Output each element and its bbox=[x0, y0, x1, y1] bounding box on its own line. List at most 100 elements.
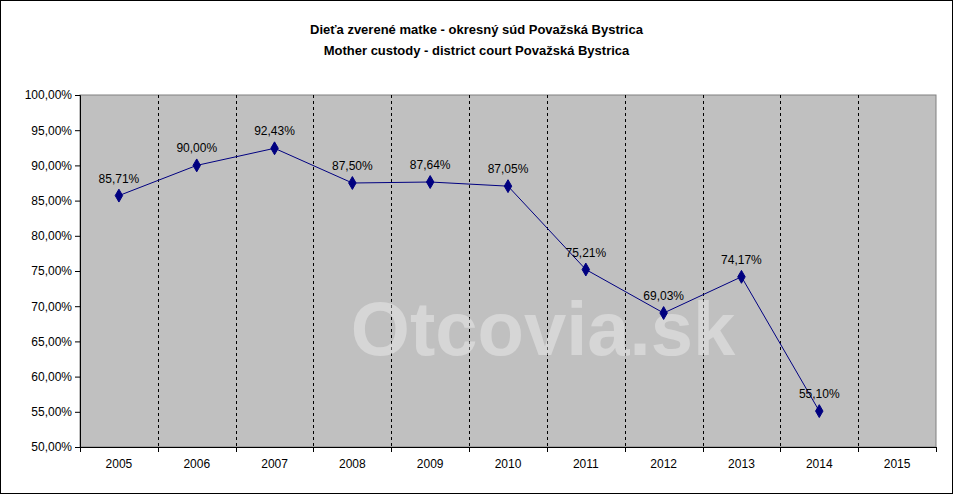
x-tick: 2005 bbox=[106, 457, 133, 471]
y-tick-label: 70,00% bbox=[31, 300, 72, 314]
x-tick-label: 2009 bbox=[417, 457, 444, 471]
x-boundary-tick bbox=[858, 447, 859, 452]
y-tick-mark bbox=[75, 271, 80, 272]
chart: Dieťa zverené matke - okresný súd Považs… bbox=[0, 0, 953, 494]
x-grid bbox=[159, 95, 859, 447]
y-tick-label: 95,00% bbox=[31, 124, 72, 138]
y-tick-mark bbox=[75, 165, 80, 166]
x-tick-label: 2005 bbox=[106, 457, 133, 471]
x-tick-label: 2012 bbox=[650, 457, 677, 471]
y-tick-label: 75,00% bbox=[31, 264, 72, 278]
data-point bbox=[426, 176, 433, 189]
y-tick: 75,00% bbox=[31, 264, 80, 278]
grid-line bbox=[313, 95, 314, 447]
grid-line bbox=[158, 95, 159, 447]
x-boundary-tick bbox=[80, 447, 81, 452]
y-axis: 50,00%55,00%60,00%65,00%70,00%75,00%80,0… bbox=[25, 88, 81, 454]
y-tick: 95,00% bbox=[31, 124, 80, 138]
y-tick-mark bbox=[75, 412, 80, 413]
x-boundary-tick bbox=[158, 447, 159, 452]
x-boundary-tick bbox=[703, 447, 704, 452]
x-tick-label: 2015 bbox=[884, 457, 911, 471]
grid-line bbox=[780, 95, 781, 447]
y-tick: 70,00% bbox=[31, 300, 80, 314]
x-tick: 2008 bbox=[339, 457, 366, 471]
x-tick: 2009 bbox=[417, 457, 444, 471]
x-tick-label: 2014 bbox=[806, 457, 833, 471]
grid-line bbox=[547, 95, 548, 447]
y-tick: 65,00% bbox=[31, 335, 80, 349]
grid-line bbox=[625, 95, 626, 447]
marks bbox=[115, 142, 823, 418]
y-axis-line bbox=[75, 96, 81, 448]
y-tick-mark bbox=[75, 306, 80, 307]
x-tick: 2007 bbox=[261, 457, 288, 471]
x-tick: 2006 bbox=[183, 457, 210, 471]
x-tick: 2014 bbox=[806, 457, 833, 471]
y-tick-mark bbox=[75, 447, 80, 448]
data-point bbox=[582, 263, 589, 276]
data-point bbox=[271, 142, 278, 155]
data-label: 90,00% bbox=[176, 141, 217, 155]
grid-line bbox=[236, 95, 237, 447]
x-tick: 2011 bbox=[573, 457, 599, 471]
y-tick: 60,00% bbox=[31, 370, 80, 384]
x-boundary-tick bbox=[936, 447, 937, 452]
x-tick-label: 2010 bbox=[495, 457, 522, 471]
data-label: 87,50% bbox=[332, 159, 373, 173]
grid-line bbox=[469, 95, 470, 447]
data-labels: 85,71% 90,00% 92,43% 87,50% 87,64% 87,05% 75,2… bbox=[99, 124, 840, 401]
x-tick-label: 2006 bbox=[183, 457, 210, 471]
data-point bbox=[660, 307, 667, 320]
x-tick: 2013 bbox=[728, 457, 755, 471]
data-point bbox=[115, 189, 122, 202]
data-point bbox=[504, 180, 511, 193]
data-label: 85,71% bbox=[99, 172, 140, 186]
grid-line bbox=[391, 95, 392, 447]
x-boundary-tick bbox=[469, 447, 470, 452]
y-tick-mark bbox=[75, 130, 80, 131]
chart-frame bbox=[1, 1, 953, 494]
x-tick: 2012 bbox=[650, 457, 677, 471]
data-label: 75,21% bbox=[565, 246, 606, 260]
x-tick: 2015 bbox=[884, 457, 911, 471]
x-boundary-tick bbox=[391, 447, 392, 452]
y-tick: 55,00% bbox=[31, 405, 80, 419]
grid-line bbox=[703, 95, 704, 447]
y-tick-label: 85,00% bbox=[31, 194, 72, 208]
y-tick-label: 55,00% bbox=[31, 405, 72, 419]
x-boundary-tick bbox=[625, 447, 626, 452]
data-point bbox=[816, 405, 823, 418]
y-tick-mark bbox=[75, 341, 80, 342]
x-boundary-tick bbox=[313, 447, 314, 452]
y-tick-label: 60,00% bbox=[31, 370, 72, 384]
y-tick: 80,00% bbox=[31, 229, 80, 243]
title: Dieťa zverené matke - okresný súd Považs… bbox=[310, 22, 644, 37]
watermark: Otcovia.sk bbox=[351, 286, 736, 371]
x-boundary-tick bbox=[547, 447, 548, 452]
subtitle: Mother custody - district court Považská… bbox=[324, 43, 630, 58]
x-axis-line bbox=[81, 447, 937, 448]
x-tick-label: 2013 bbox=[728, 457, 755, 471]
y-tick-label: 100,00% bbox=[25, 88, 73, 102]
data-label: 92,43% bbox=[254, 124, 295, 138]
y-tick-label: 65,00% bbox=[31, 335, 72, 349]
y-tick: 85,00% bbox=[31, 194, 80, 208]
data-label: 74,17% bbox=[721, 253, 762, 267]
x-boundary-tick bbox=[780, 447, 781, 452]
data-label: 69,03% bbox=[643, 289, 684, 303]
y-tick: 90,00% bbox=[31, 159, 80, 173]
y-tick-mark bbox=[75, 377, 80, 378]
plot-area bbox=[80, 95, 936, 447]
x-axis: 2005 2006 2007 2008 2009 2010 2011 2012 2013 2014… bbox=[81, 447, 937, 471]
y-tick-mark bbox=[75, 236, 80, 237]
x-boundary-tick bbox=[236, 447, 237, 452]
x-tick: 2010 bbox=[495, 457, 522, 471]
x-tick-label: 2007 bbox=[261, 457, 288, 471]
y-tick-label: 80,00% bbox=[31, 229, 72, 243]
data-label: 87,05% bbox=[488, 162, 529, 176]
y-tick-label: 90,00% bbox=[31, 159, 72, 173]
data-label: 87,64% bbox=[410, 158, 451, 172]
grid-line bbox=[858, 95, 859, 447]
y-tick-mark bbox=[75, 201, 80, 202]
